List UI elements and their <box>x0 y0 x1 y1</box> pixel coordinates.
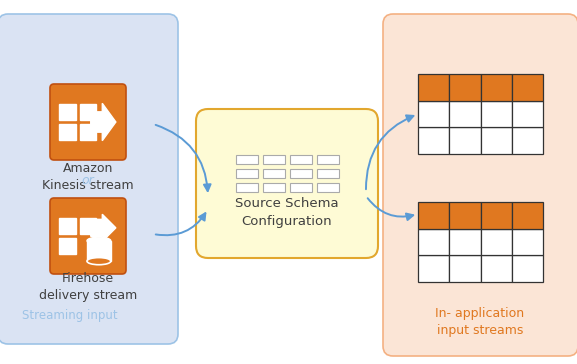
FancyBboxPatch shape <box>290 169 312 178</box>
FancyBboxPatch shape <box>50 198 126 274</box>
Bar <box>80 124 96 140</box>
FancyBboxPatch shape <box>290 154 312 163</box>
FancyBboxPatch shape <box>50 84 126 160</box>
FancyBboxPatch shape <box>290 182 312 191</box>
Bar <box>481 202 512 229</box>
Bar <box>59 218 76 234</box>
Bar <box>418 74 449 101</box>
FancyBboxPatch shape <box>263 154 284 163</box>
Bar <box>512 255 543 282</box>
Bar <box>481 101 512 127</box>
FancyBboxPatch shape <box>235 169 257 178</box>
Bar <box>449 229 481 255</box>
Text: In- application
input streams: In- application input streams <box>436 307 524 337</box>
FancyBboxPatch shape <box>317 169 339 178</box>
Bar <box>512 202 543 229</box>
Bar <box>418 101 449 127</box>
Bar <box>449 101 481 127</box>
Bar <box>59 124 76 140</box>
Bar <box>80 104 96 120</box>
Text: Source Schema
Configuration: Source Schema Configuration <box>235 197 339 228</box>
Text: Streaming input: Streaming input <box>22 309 118 322</box>
FancyArrow shape <box>91 103 116 141</box>
FancyBboxPatch shape <box>383 14 577 356</box>
Bar <box>449 202 481 229</box>
FancyBboxPatch shape <box>317 154 339 163</box>
FancyBboxPatch shape <box>235 182 257 191</box>
Bar <box>512 74 543 101</box>
Bar <box>418 255 449 282</box>
FancyBboxPatch shape <box>263 182 284 191</box>
Bar <box>449 255 481 282</box>
FancyBboxPatch shape <box>263 169 284 178</box>
FancyBboxPatch shape <box>0 14 178 344</box>
Bar <box>481 229 512 255</box>
Bar <box>418 127 449 154</box>
Bar <box>449 74 481 101</box>
Text: Firehose
delivery stream: Firehose delivery stream <box>39 272 137 302</box>
Text: Amazon
Kinesis stream: Amazon Kinesis stream <box>42 162 134 192</box>
FancyArrow shape <box>91 214 116 241</box>
Bar <box>512 101 543 127</box>
FancyBboxPatch shape <box>235 154 257 163</box>
FancyBboxPatch shape <box>196 109 378 258</box>
Bar <box>512 127 543 154</box>
FancyBboxPatch shape <box>317 182 339 191</box>
Bar <box>80 218 96 234</box>
Bar <box>59 238 76 254</box>
Bar <box>418 229 449 255</box>
Bar <box>59 104 76 120</box>
Ellipse shape <box>87 258 111 265</box>
Text: or: or <box>81 174 95 187</box>
Bar <box>481 74 512 101</box>
Bar <box>449 127 481 154</box>
Bar <box>481 255 512 282</box>
Bar <box>87 241 111 261</box>
Ellipse shape <box>87 237 111 244</box>
Bar <box>512 229 543 255</box>
Bar <box>418 202 449 229</box>
Bar <box>481 127 512 154</box>
